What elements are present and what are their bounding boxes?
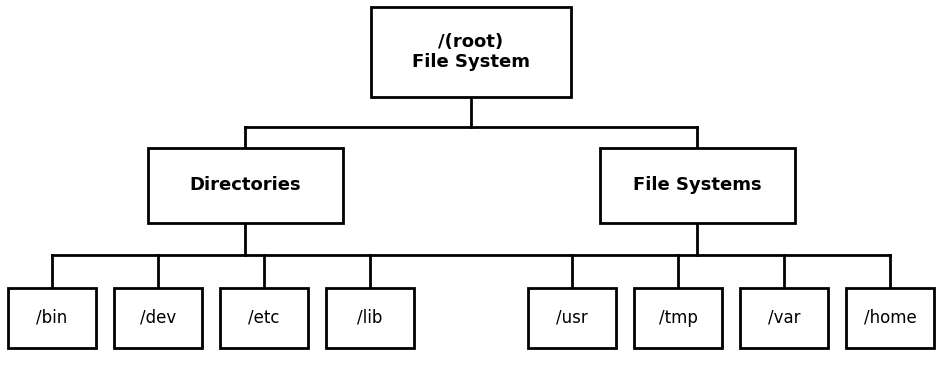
Bar (8, 288, 96, 348)
Text: /tmp: /tmp (658, 309, 697, 327)
Bar (634, 288, 722, 348)
Text: /var: /var (768, 309, 801, 327)
Text: /usr: /usr (556, 309, 588, 327)
Bar (599, 147, 794, 223)
Text: Directories: Directories (189, 176, 300, 194)
Bar (114, 288, 202, 348)
Bar (326, 288, 414, 348)
Text: /home: /home (864, 309, 917, 327)
Bar (740, 288, 828, 348)
Bar (528, 288, 616, 348)
Text: /etc: /etc (249, 309, 280, 327)
Bar (371, 7, 571, 97)
Text: /lib: /lib (357, 309, 382, 327)
Bar (220, 288, 308, 348)
Bar (148, 147, 343, 223)
Text: /dev: /dev (139, 309, 176, 327)
Text: /(root)
File System: /(root) File System (412, 32, 530, 72)
Text: /bin: /bin (37, 309, 68, 327)
Text: File Systems: File Systems (633, 176, 761, 194)
Bar (846, 288, 934, 348)
